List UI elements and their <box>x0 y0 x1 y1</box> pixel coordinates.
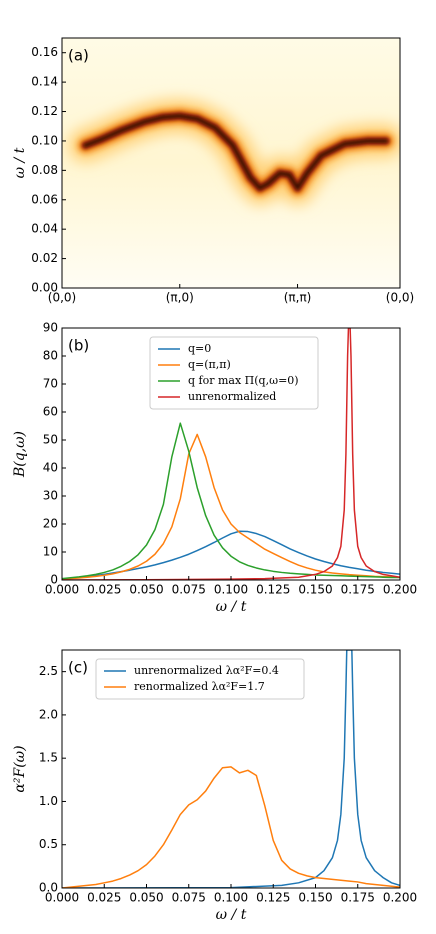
x-tick-label: 0.200 <box>383 583 417 597</box>
panel-label: (b) <box>68 337 89 355</box>
x-tick-label: (π,π) <box>284 291 312 305</box>
x-tick-label: 0.025 <box>87 891 121 905</box>
line <box>62 433 400 580</box>
x-tick-label: 0.200 <box>383 891 417 905</box>
y-tick-label: 1.0 <box>39 794 58 808</box>
line <box>62 650 400 888</box>
legend-label: renormalized λα²F=1.7 <box>134 680 265 693</box>
x-tick-label: 0.150 <box>298 583 332 597</box>
panel-label: (a) <box>68 47 89 65</box>
x-tick-label: 0.000 <box>45 583 79 597</box>
line <box>62 422 400 580</box>
y-tick-label: 0.06 <box>31 192 58 206</box>
y-tick-label: 0.08 <box>31 163 58 177</box>
y-tick-label: 0.0 <box>39 881 58 895</box>
legend-label: q=(π,π) <box>188 358 231 371</box>
x-tick-label: 0.075 <box>172 891 206 905</box>
y-tick-label: 0.14 <box>31 75 58 89</box>
x-tick-label: 0.175 <box>341 583 375 597</box>
y-tick-label: 0.02 <box>31 251 58 265</box>
plot-area <box>62 328 400 580</box>
x-tick-label: 0.050 <box>129 583 163 597</box>
x-tick-label: 0.050 <box>129 891 163 905</box>
x-tick-label: 0.000 <box>45 891 79 905</box>
x-tick-label: 0.125 <box>256 583 290 597</box>
plot-area <box>62 650 400 888</box>
x-tick-label: 0.100 <box>214 583 248 597</box>
y-tick-label: 2.5 <box>39 664 58 678</box>
y-tick-label: 70 <box>43 377 58 391</box>
y-axis-label: B(q,ω) <box>12 431 28 478</box>
y-tick-label: 60 <box>43 405 58 419</box>
y-tick-label: 0.04 <box>31 222 58 236</box>
x-tick-label: 0.025 <box>87 583 121 597</box>
x-axis-label: ω / t <box>216 599 247 615</box>
ridge <box>83 113 388 190</box>
y-tick-label: 50 <box>43 433 58 447</box>
y-tick-label: 0.16 <box>31 45 58 59</box>
y-tick-label: 0.5 <box>39 837 58 851</box>
y-tick-label: 0.00 <box>31 281 58 295</box>
y-tick-label: 1.5 <box>39 751 58 765</box>
y-tick-label: 20 <box>43 517 58 531</box>
x-tick-label: 0.075 <box>172 583 206 597</box>
x-tick-label: (0,0) <box>48 291 76 305</box>
y-tick-label: 80 <box>43 349 58 363</box>
y-axis-label: α²F(ω) <box>12 745 28 792</box>
y-tick-label: 90 <box>43 321 58 335</box>
y-tick-label: 0.10 <box>31 133 58 147</box>
y-tick-label: 40 <box>43 461 58 475</box>
legend-box <box>95 658 305 700</box>
y-tick-label: 2.0 <box>39 707 58 721</box>
legend-label: unrenormalized λα²F=0.4 <box>134 664 279 677</box>
y-tick-label: 30 <box>43 489 58 503</box>
y-tick-label: 0 <box>50 573 58 587</box>
x-axis-label: ω / t <box>216 907 247 923</box>
line <box>62 328 400 580</box>
y-axis-label: ω / t <box>12 147 28 178</box>
y-tick-label: 0.12 <box>31 104 58 118</box>
line <box>62 766 400 888</box>
y-tick-label: 10 <box>43 545 58 559</box>
legend-label: unrenormalized <box>188 390 276 403</box>
plot-area <box>62 38 400 288</box>
x-tick-label: (0,0) <box>386 291 414 305</box>
x-tick-label: 0.150 <box>298 891 332 905</box>
x-tick-label: 0.125 <box>256 891 290 905</box>
axes-frame <box>61 37 401 289</box>
x-tick-label: 0.100 <box>214 891 248 905</box>
x-tick-label: (π,0) <box>166 291 194 305</box>
legend-label: q=0 <box>188 342 211 355</box>
legend-label: q for max Π(q,ω=0) <box>188 374 299 387</box>
legend-box <box>149 336 319 410</box>
panel-label: (c) <box>68 659 88 677</box>
x-tick-label: 0.175 <box>341 891 375 905</box>
